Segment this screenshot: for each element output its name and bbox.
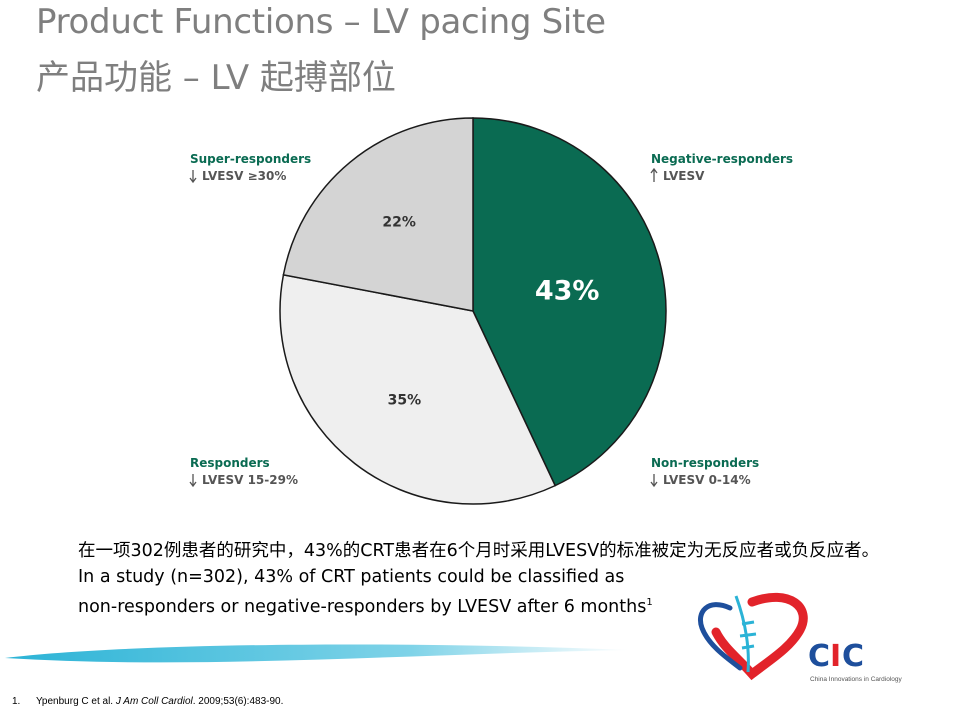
- cic-logo: C I C China Innovations in Cardiology: [698, 592, 903, 683]
- arrow-down-icon: [650, 474, 658, 488]
- body-text-en-2: non-responders or negative-responders by…: [78, 590, 918, 620]
- body-text-zh: 在一项302例患者的研究中，43%的CRT患者在6个月时采用LVESV的标准被定…: [78, 541, 880, 561]
- legend-sublabel-super-responders: LVESV ≥30%: [202, 169, 286, 183]
- pie-label-responders: 35%: [388, 392, 422, 408]
- svg-text:C: C: [808, 639, 830, 674]
- legend-label-responders: Responders: [190, 456, 270, 470]
- arrow-up-icon: [650, 167, 658, 182]
- body-text: 在一项302例患者的研究中，43%的CRT患者在6个月时采用LVESV的标准被定…: [78, 538, 918, 620]
- pie-chart: 43% 35% 22% Super-responders LVESV ≥30% Nega…: [189, 117, 793, 505]
- arrow-down-icon: [189, 170, 197, 184]
- legend-label-non-responders: Non-responders: [651, 456, 759, 470]
- legend-label-negative-responders: Negative-responders: [651, 152, 793, 166]
- legend-sublabel-negative-responders: LVESV: [663, 169, 705, 183]
- heart-cyan-icon: [734, 595, 757, 673]
- pie-label-super-responders: 22%: [382, 215, 416, 231]
- footnote-journal: J Am Coll Cardiol: [115, 696, 193, 707]
- citation-marker: 1: [646, 597, 653, 608]
- legend-non-responders: Non-responders LVESV 0-14%: [650, 456, 759, 488]
- heart-blue-icon: [698, 602, 743, 671]
- footnote-details: . 2009;53(6):483-90.: [192, 696, 284, 707]
- legend-label-super-responders: Super-responders: [190, 152, 311, 166]
- legend-responders: Responders LVESV 15-29%: [189, 456, 298, 488]
- heart-red-icon: [711, 592, 808, 681]
- pie-slice-negative-responders: [472, 117, 667, 487]
- svg-text:I: I: [830, 639, 841, 674]
- legend-negative-responders: Negative-responders LVESV: [650, 152, 793, 183]
- footnote: 1. Ypenburg C et al. J Am Coll Cardiol. 2…: [12, 696, 283, 707]
- slide-title-zh: 产品功能 – LV 起搏部位: [36, 58, 396, 98]
- svg-text:C: C: [842, 639, 864, 674]
- legend-sublabel-responders: LVESV 15-29%: [202, 473, 298, 487]
- pie-label-negative-responders: 43%: [535, 275, 600, 306]
- footnote-authors: Ypenburg C et al.: [36, 696, 116, 707]
- legend-sublabel-non-responders: LVESV 0-14%: [663, 473, 751, 487]
- body-text-en-2-text: non-responders or negative-responders by…: [78, 596, 647, 617]
- logo-tagline: China Innovations in Cardiology: [810, 676, 903, 683]
- body-text-en-1: In a study (n=302), 43% of CRT patients …: [78, 567, 625, 587]
- pie-slice-responders: [279, 273, 557, 505]
- pie-slice-super-responders: [282, 117, 474, 312]
- footnote-number: 1.: [12, 696, 21, 707]
- cic-wordmark: C I C: [808, 639, 864, 674]
- legend-super-responders: Super-responders LVESV ≥30%: [189, 152, 311, 184]
- slide-title-en: Product Functions – LV pacing Site: [36, 2, 606, 42]
- arrow-down-icon: [189, 474, 197, 488]
- decorative-swoosh: [5, 644, 630, 663]
